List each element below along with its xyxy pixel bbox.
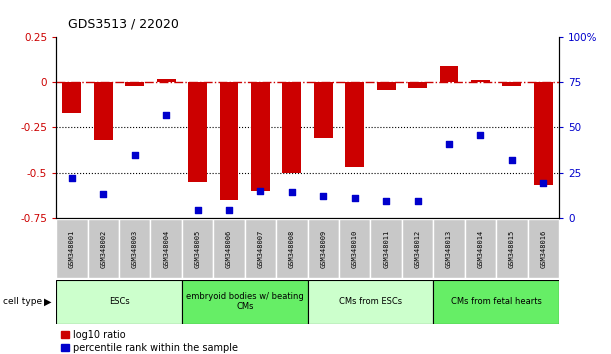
Point [538,181,548,186]
Bar [62,82,81,113]
Bar [314,82,333,138]
Bar [408,82,427,88]
Bar [182,280,308,324]
Bar [377,82,396,90]
Bar [219,82,238,200]
Bar [370,219,402,278]
Bar [496,219,528,278]
Point [98,192,108,197]
Point [224,208,234,213]
Point [67,175,77,181]
Text: GSM348016: GSM348016 [540,229,546,268]
Bar [251,82,270,190]
Text: GSM348014: GSM348014 [477,229,483,268]
Bar [471,80,490,82]
Bar [308,280,433,324]
Point [444,141,454,147]
Text: GSM348003: GSM348003 [132,229,138,268]
Text: GSM348005: GSM348005 [195,229,200,268]
Text: CMs from ESCs: CMs from ESCs [339,297,402,306]
Text: CMs from fetal hearts: CMs from fetal hearts [451,297,541,306]
Point [192,208,202,213]
Text: GSM348002: GSM348002 [100,229,106,268]
Bar [125,82,144,86]
Bar [433,219,465,278]
Bar [502,82,521,86]
Text: GSM348009: GSM348009 [320,229,326,268]
Bar [157,79,175,82]
Bar [440,66,458,82]
Text: GSM348012: GSM348012 [415,229,420,268]
Point [507,157,517,163]
Text: embryoid bodies w/ beating
CMs: embryoid bodies w/ beating CMs [186,292,304,312]
Text: cell type: cell type [3,297,42,306]
Point [130,152,140,157]
Bar [433,280,559,324]
Point [381,199,391,204]
Bar [182,219,213,278]
Bar [213,219,245,278]
Bar [534,82,553,185]
Text: GSM348015: GSM348015 [509,229,515,268]
Text: GSM348011: GSM348011 [383,229,389,268]
Bar [188,82,207,182]
Bar [339,219,370,278]
Bar [402,219,433,278]
Point [475,132,485,137]
Point [350,195,360,201]
Bar [345,82,364,167]
Bar [119,219,150,278]
Text: ESCs: ESCs [109,297,130,306]
Point [161,112,171,118]
Bar [276,219,308,278]
Point [413,199,423,204]
Bar [308,219,339,278]
Bar [465,219,496,278]
Text: GSM348001: GSM348001 [69,229,75,268]
Point [255,188,265,193]
Bar [87,219,119,278]
Bar [528,219,559,278]
Text: ▶: ▶ [44,297,51,307]
Bar [245,219,276,278]
Point [318,193,328,199]
Bar [56,280,182,324]
Point [287,190,297,195]
Text: GSM348010: GSM348010 [352,229,358,268]
Legend: log10 ratio, percentile rank within the sample: log10 ratio, percentile rank within the … [61,330,238,353]
Text: GDS3513 / 22020: GDS3513 / 22020 [68,17,179,30]
Text: GSM348013: GSM348013 [446,229,452,268]
Bar [56,219,87,278]
Text: GSM348007: GSM348007 [257,229,263,268]
Bar [94,82,113,140]
Text: GSM348004: GSM348004 [163,229,169,268]
Bar [282,82,301,172]
Text: GSM348008: GSM348008 [289,229,295,268]
Bar [150,219,182,278]
Text: GSM348006: GSM348006 [226,229,232,268]
